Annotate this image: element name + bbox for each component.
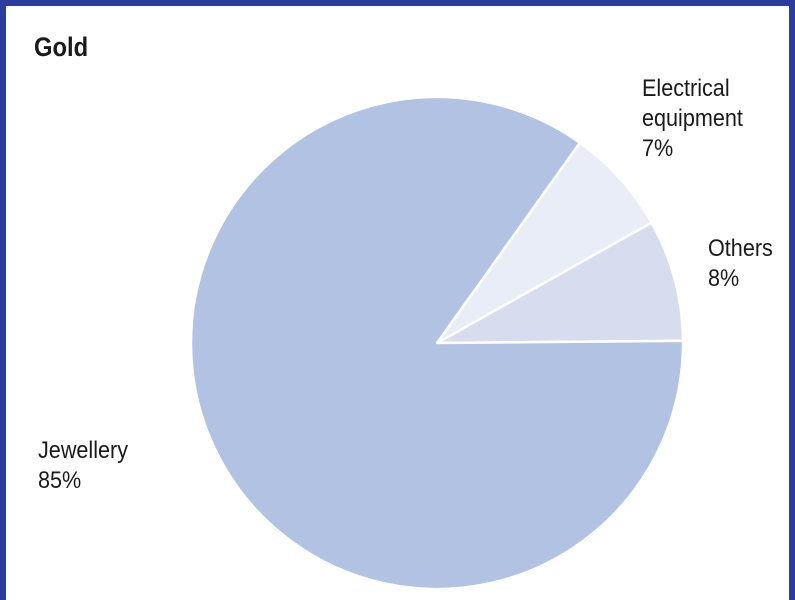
pie-slice-electrical-equipment	[435, 141, 653, 345]
slice-label-jewellery: Jewellery 85%	[38, 436, 128, 496]
slice-name-electrical-line1: Electrical	[642, 75, 730, 102]
slice-percent-electrical-equipment: 7%	[642, 135, 674, 162]
slice-name-jewellery: Jewellery	[38, 437, 129, 464]
pie-slice-jewellery	[189, 95, 685, 591]
slice-label-others: Others 8%	[708, 234, 773, 294]
chart-title: Gold	[34, 32, 89, 62]
chart-panel: Gold Jewellery 85% Electrical equipment …	[6, 6, 789, 600]
slice-label-electrical-equipment: Electrical equipment 7%	[642, 74, 743, 164]
slice-percent-jewellery: 85%	[38, 467, 82, 494]
pie-slice-others	[435, 221, 685, 345]
slice-percent-others: 8%	[708, 265, 740, 292]
slice-name-electrical-line2: equipment	[642, 105, 743, 132]
slice-name-others: Others	[708, 235, 773, 262]
pie-chart	[189, 95, 685, 591]
